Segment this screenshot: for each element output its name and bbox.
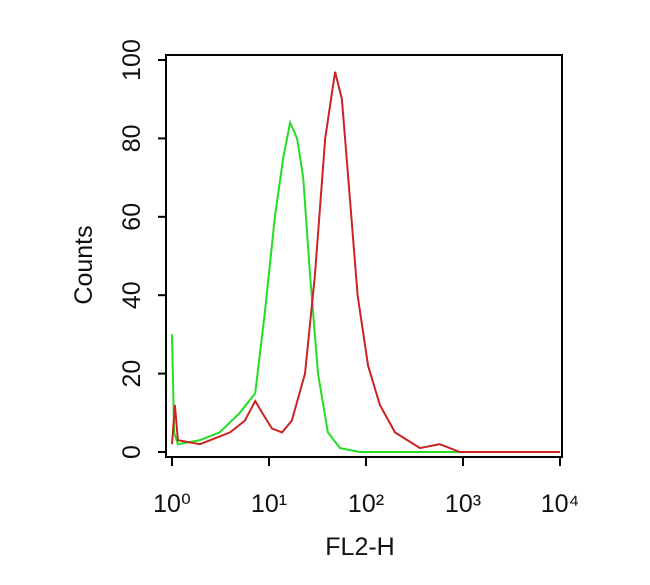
y-tick-label: 40 [118, 281, 146, 309]
y-tick-label: 20 [118, 360, 146, 388]
x-axis-label: FL2-H [325, 533, 394, 561]
x-tick-label: 10³ [445, 490, 481, 518]
y-axis-label: Counts [70, 225, 98, 304]
plot-frame [165, 54, 563, 458]
y-tick-label: 60 [118, 203, 146, 231]
x-tick-label: 10⁴ [541, 490, 580, 518]
x-tick-label: 10¹ [251, 490, 287, 518]
histogram-line [171, 119, 560, 453]
y-tick-label: 100 [118, 39, 146, 81]
x-tick-label: 10² [348, 490, 384, 518]
x-tick-label: 10⁰ [153, 490, 191, 518]
y-tick-label: 0 [118, 445, 146, 459]
histogram-line [171, 71, 560, 453]
y-tick-label: 80 [118, 124, 146, 152]
